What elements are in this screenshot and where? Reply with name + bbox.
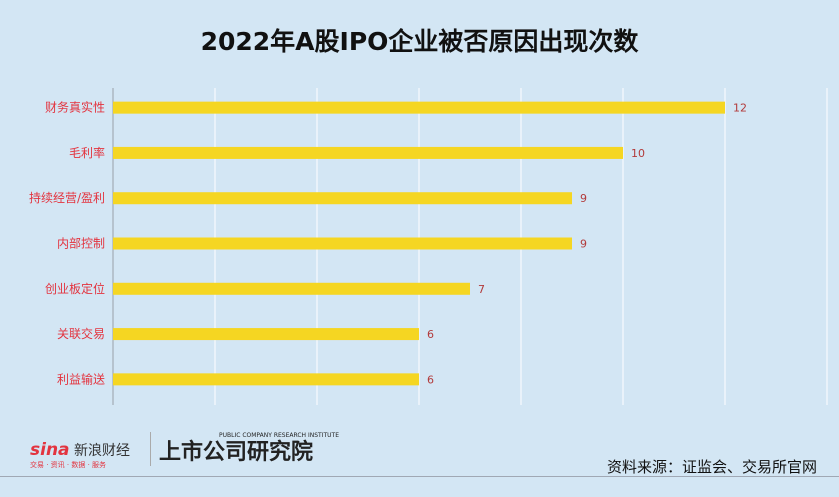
bar xyxy=(113,237,572,250)
data-label: 6 xyxy=(427,328,434,341)
category-label: 关联交易 xyxy=(57,326,105,341)
data-label: 12 xyxy=(733,102,747,115)
data-label: 10 xyxy=(631,147,645,160)
category-label: 创业板定位 xyxy=(45,281,105,296)
sina-tagline: 交易 · 资讯 · 数据 · 服务 xyxy=(30,461,107,469)
institute-english-name: PUBLIC COMPANY RESEARCH INSTITUTE xyxy=(219,432,339,439)
bar xyxy=(113,373,419,386)
bar xyxy=(113,101,725,114)
sina-logo: sina 新浪财经 交易 · 资讯 · 数据 · 服务 xyxy=(30,440,130,469)
bar xyxy=(113,192,572,205)
data-label: 9 xyxy=(580,192,587,205)
category-label: 财务真实性 xyxy=(45,100,105,115)
category-label: 毛利率 xyxy=(69,145,105,160)
data-label: 6 xyxy=(427,373,434,386)
data-label: 7 xyxy=(478,283,485,296)
category-label: 持续经营/盈利 xyxy=(29,190,105,205)
chart-title: 2022年A股IPO企业被否原因出现次数 xyxy=(200,27,639,56)
data-label: 9 xyxy=(580,238,587,251)
bar xyxy=(113,328,419,341)
category-label: 利益输送 xyxy=(57,371,105,386)
source-note: 资料来源：证监会、交易所官网 xyxy=(606,458,817,476)
institute-logo: PUBLIC COMPANY RESEARCH INSTITUTE 上市公司研究院 xyxy=(150,432,339,466)
footer-divider xyxy=(0,476,839,477)
bar xyxy=(113,146,623,159)
bar xyxy=(113,282,470,295)
institute-name: 上市公司研究院 xyxy=(159,440,314,465)
category-label: 内部控制 xyxy=(57,236,105,251)
